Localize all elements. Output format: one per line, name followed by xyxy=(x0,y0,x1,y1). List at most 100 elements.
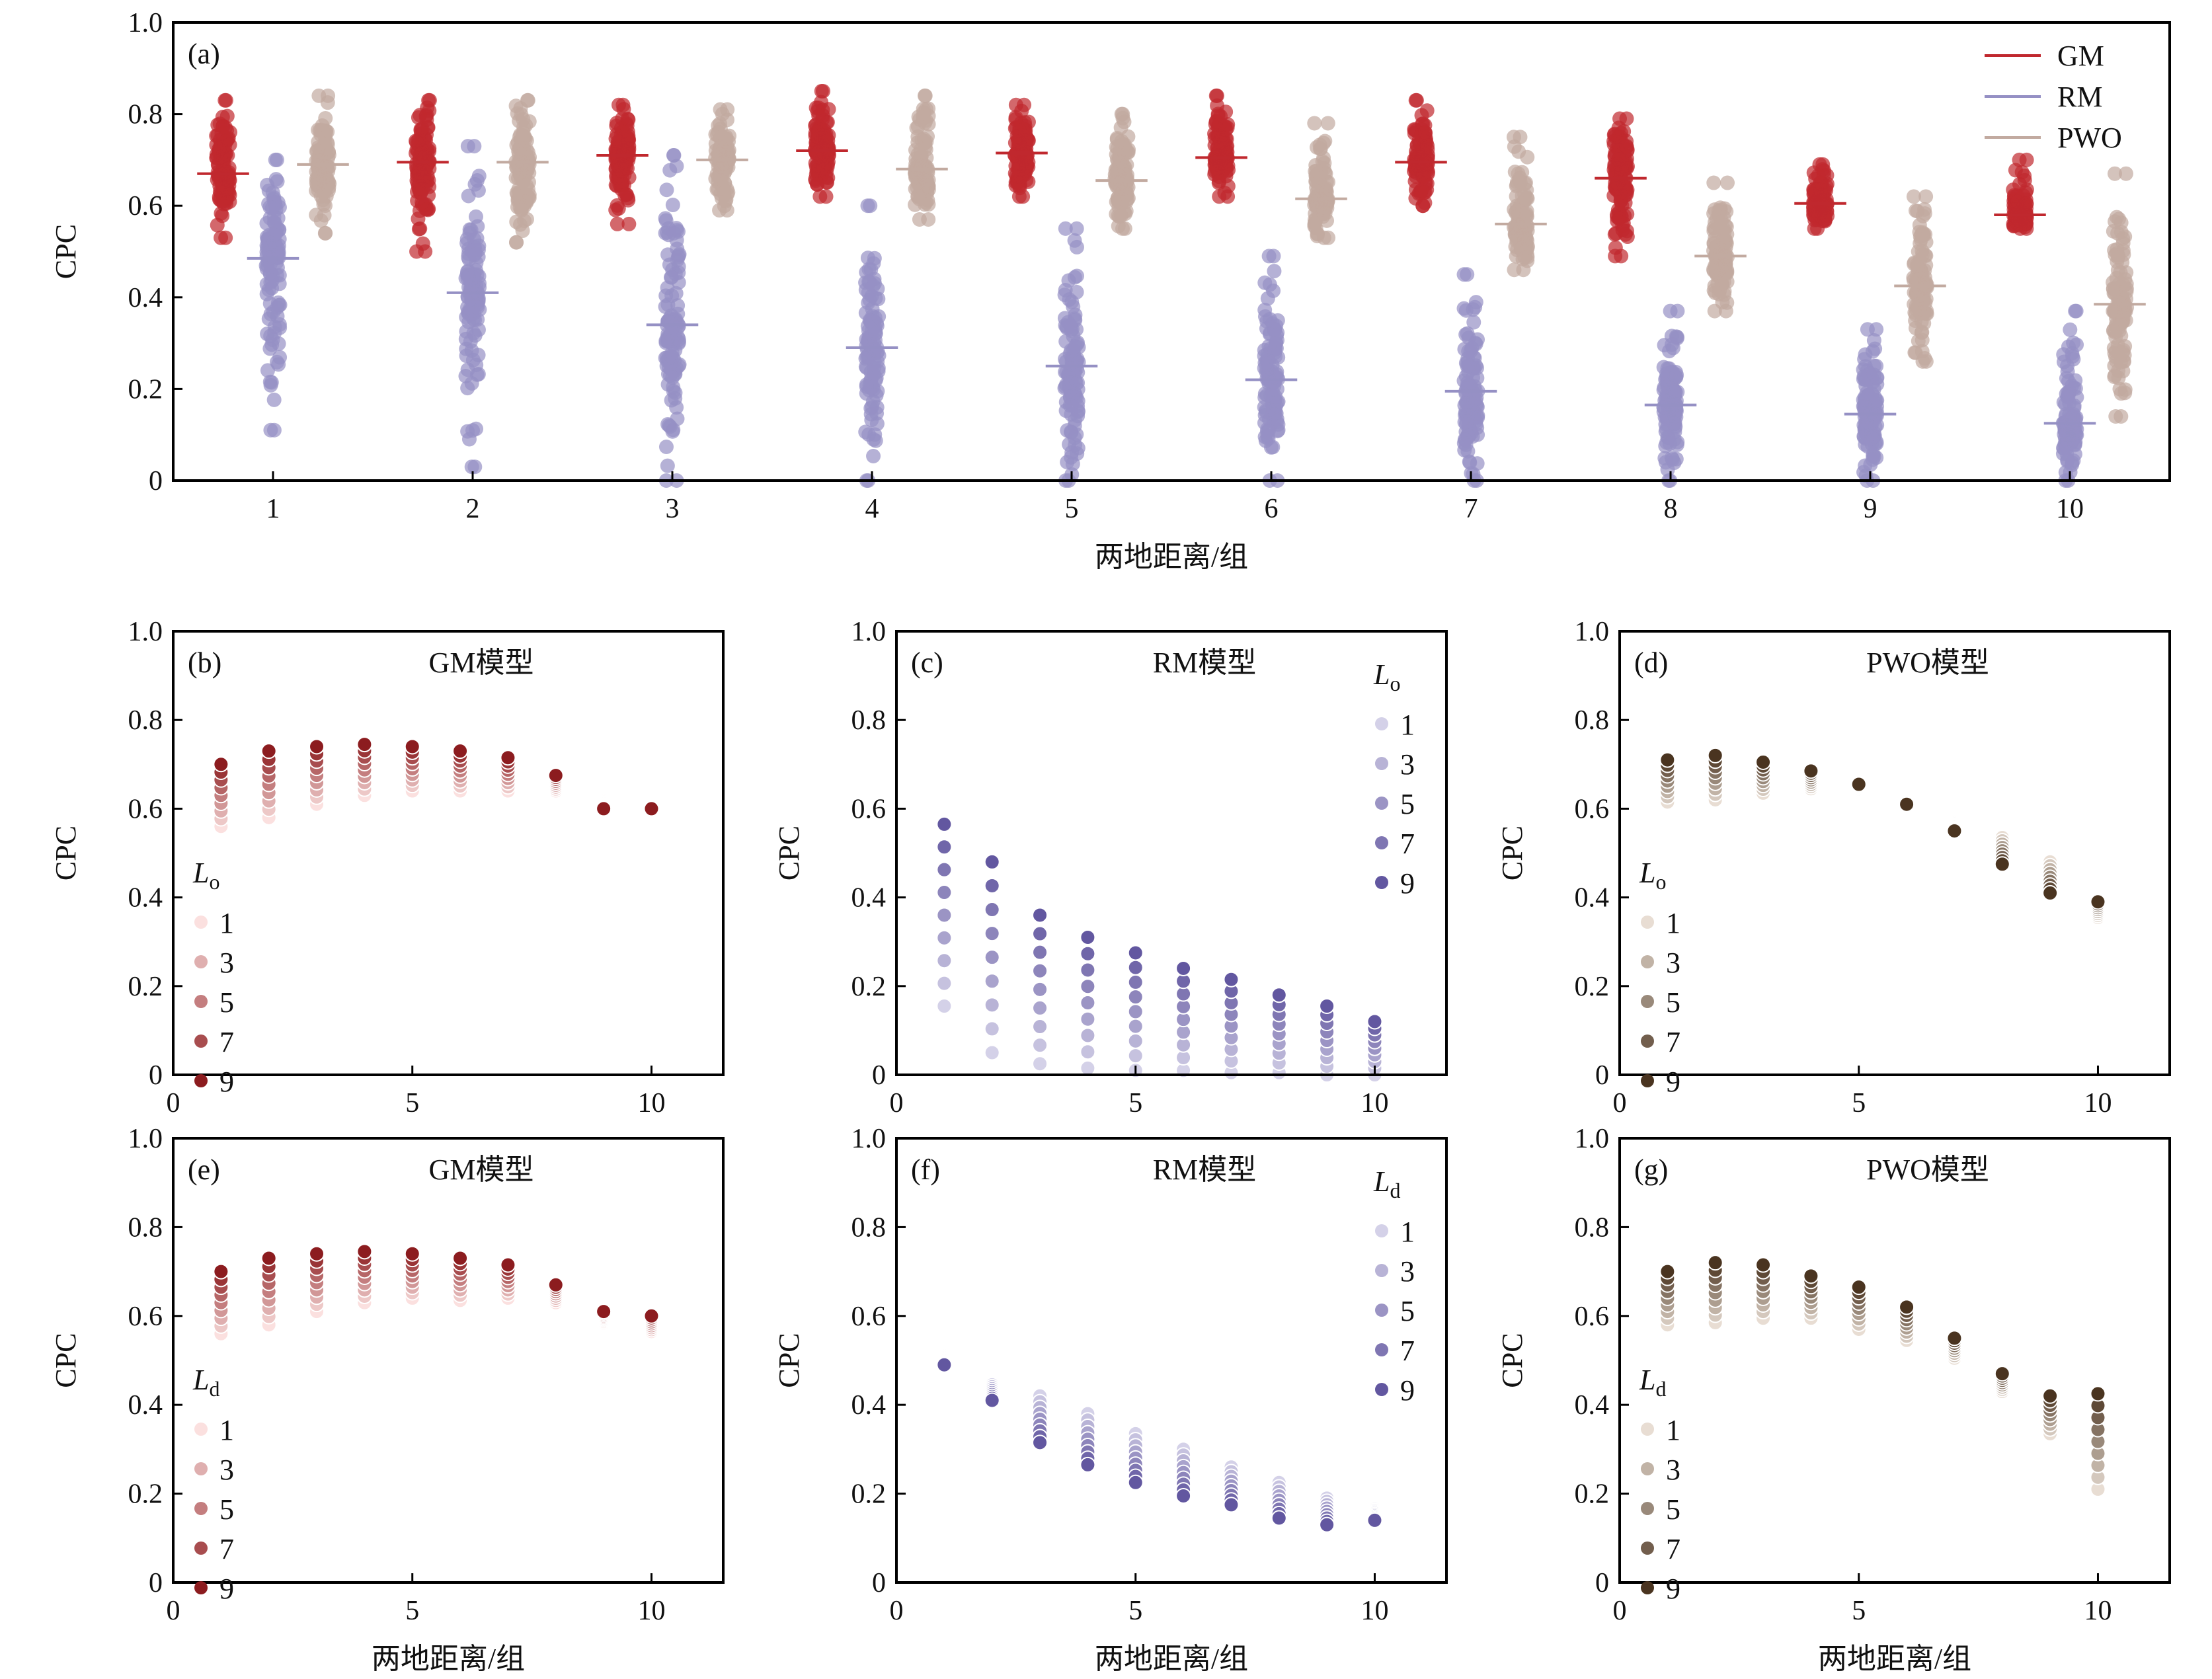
data-point xyxy=(1127,1048,1144,1064)
data-point-RM xyxy=(662,356,678,371)
data-point-PWO xyxy=(319,123,334,138)
series-level-7 xyxy=(213,749,660,818)
x-tick-label: 3 xyxy=(666,494,680,524)
series-level-1 xyxy=(213,783,660,835)
legend: Ld1 3 5 7 9 xyxy=(192,1364,234,1605)
legend-marker-7 xyxy=(194,1542,208,1555)
data-point-GM xyxy=(218,93,233,108)
data-point xyxy=(1080,929,1096,945)
data-point-PWO xyxy=(1706,175,1721,190)
y-tick-label: 0.2 xyxy=(128,374,163,405)
data-point-RM xyxy=(1664,337,1679,352)
data-point-PWO xyxy=(2118,166,2133,181)
data-point xyxy=(1223,971,1240,988)
data-point xyxy=(1994,1366,2010,1382)
data-point-RM xyxy=(1261,249,1277,264)
data-point-PWO xyxy=(2107,166,2122,181)
data-point xyxy=(1080,962,1096,978)
data-point xyxy=(936,975,953,992)
series-level-2 xyxy=(1659,778,2106,923)
panel-label: (a) xyxy=(188,38,220,70)
legend-title-subscript: o xyxy=(209,870,219,894)
series-level-3 xyxy=(936,953,1383,1070)
data-point-PWO xyxy=(2115,231,2131,246)
data-point xyxy=(984,902,1000,918)
legend-marker-1 xyxy=(1375,717,1388,730)
data-point-RM xyxy=(266,422,282,438)
data-point xyxy=(1032,944,1048,960)
y-tick-label: 0.4 xyxy=(128,283,163,313)
points xyxy=(936,1348,1383,1533)
data-point-RM xyxy=(2059,371,2074,386)
x-tick-label: 0 xyxy=(167,1088,180,1118)
panel-title: GM模型 xyxy=(429,646,534,679)
series-level-1 xyxy=(1659,781,2106,925)
y-tick-label: 0 xyxy=(149,1568,163,1598)
series-level-5 xyxy=(213,1268,660,1332)
data-point xyxy=(936,907,953,923)
legend-label-3: 3 xyxy=(1400,748,1415,781)
data-point xyxy=(1803,1268,1819,1284)
legend-marker-1 xyxy=(1641,1423,1654,1436)
panel-c: 0 0.2 0.4 0.6 0.8 1.0 0 5 10 (c) CPC RM模型 Lo1 3 5 7 9 xyxy=(773,617,1448,1118)
y-tick-label: 0 xyxy=(149,1060,163,1091)
data-point-GM xyxy=(419,112,434,128)
panel-g: 0 0.2 0.4 0.6 0.8 1.0 0 5 10 (g) CPC 两地距离/组 PWO模型 Ld1… xyxy=(1496,1124,2171,1675)
data-point-RM xyxy=(1257,302,1273,317)
data-point-GM xyxy=(214,206,229,221)
legend-marker-3 xyxy=(1641,955,1654,968)
legend-label-1: 1 xyxy=(1400,709,1415,741)
legend-marker-7 xyxy=(194,1035,208,1048)
data-point-GM xyxy=(411,221,426,237)
data-point-PWO xyxy=(2111,363,2126,378)
data-point-RM xyxy=(2063,322,2078,337)
data-point-GM xyxy=(620,124,635,139)
data-point xyxy=(404,1245,420,1262)
legend-label-9: 9 xyxy=(1400,867,1415,900)
data-point xyxy=(1080,1044,1096,1060)
data-point-GM xyxy=(415,236,430,251)
data-point-PWO xyxy=(519,212,534,227)
data-point-PWO xyxy=(320,95,335,110)
data-point-RM xyxy=(1068,339,1083,354)
data-point-PWO xyxy=(317,182,332,197)
x-tick-label: 0 xyxy=(890,1088,904,1118)
data-point-PWO xyxy=(514,147,530,162)
data-point-GM xyxy=(818,189,834,204)
x-tick-label: 10 xyxy=(2084,1088,2112,1118)
data-point-PWO xyxy=(1119,194,1134,210)
data-point-PWO xyxy=(714,130,729,145)
y-tick-label: 0 xyxy=(872,1060,886,1091)
data-point-RM xyxy=(665,198,680,213)
data-point-GM xyxy=(1416,169,1431,184)
data-point-PWO xyxy=(717,176,732,191)
data-point-RM xyxy=(2069,337,2084,352)
x-tick-label: 5 xyxy=(405,1596,419,1626)
data-point-GM xyxy=(222,173,237,188)
legend-marker-9 xyxy=(1641,1581,1654,1594)
x-tick-label: 5 xyxy=(1128,1596,1142,1626)
data-point xyxy=(984,949,1000,966)
data-point-GM xyxy=(218,120,233,135)
data-point-RM xyxy=(662,257,677,272)
data-point-PWO xyxy=(513,100,528,116)
panel-label: (b) xyxy=(188,646,221,679)
legend-title: Ld xyxy=(1373,1165,1400,1202)
data-point xyxy=(547,1276,564,1293)
y-tick-label: 0.2 xyxy=(128,1479,163,1510)
data-point-GM xyxy=(1620,206,1635,221)
data-point-GM xyxy=(1413,186,1428,201)
y-tick-label: 0.4 xyxy=(1575,1390,1610,1421)
data-point xyxy=(1946,822,1963,839)
data-point xyxy=(596,1304,612,1320)
data-point-PWO xyxy=(920,129,935,144)
data-point-RM xyxy=(264,375,279,390)
data-point-PWO xyxy=(1918,235,1934,250)
data-point-RM xyxy=(1468,392,1483,407)
data-point xyxy=(1755,1257,1772,1273)
data-point xyxy=(1032,981,1048,997)
data-point-GM xyxy=(415,195,430,210)
data-point-RM xyxy=(1257,275,1273,290)
data-point-RM xyxy=(1668,385,1683,400)
data-point-RM xyxy=(467,176,483,192)
